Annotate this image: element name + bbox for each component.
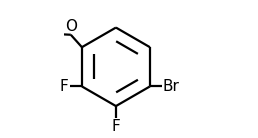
Text: F: F (111, 119, 120, 134)
Text: Br: Br (162, 79, 179, 94)
Text: F: F (59, 79, 68, 94)
Text: O: O (65, 19, 77, 34)
